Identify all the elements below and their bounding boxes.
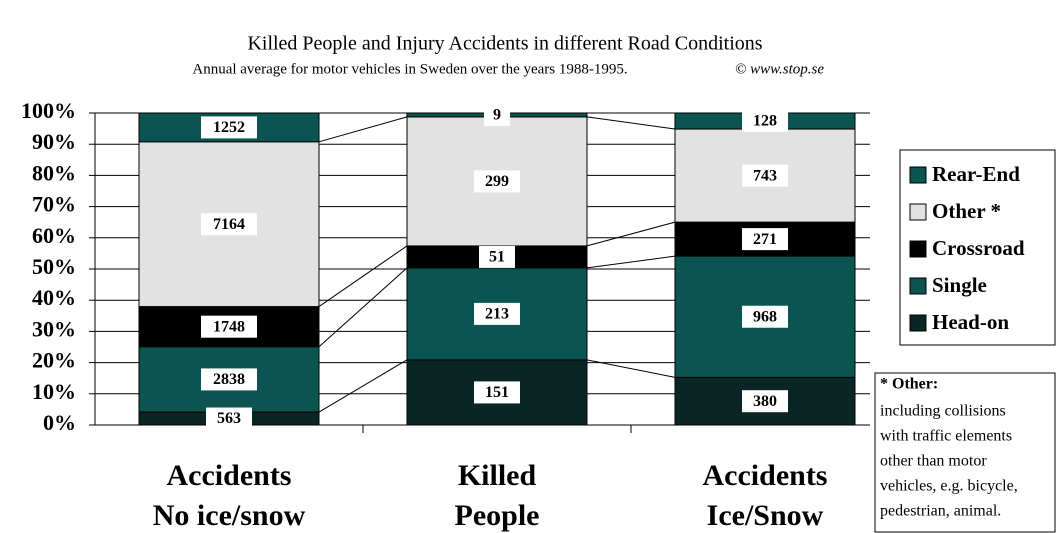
connector-line bbox=[318, 116, 408, 143]
legend-swatch bbox=[909, 203, 927, 221]
y-tick-label: 60% bbox=[32, 223, 76, 248]
y-tick-label: 80% bbox=[32, 160, 76, 185]
data-label-box bbox=[201, 213, 257, 236]
data-label-box bbox=[201, 315, 257, 338]
legend-label: Other * bbox=[932, 199, 1001, 223]
data-label-box bbox=[479, 245, 515, 268]
y-tick-label: 70% bbox=[32, 192, 76, 217]
data-label: 563 bbox=[217, 410, 241, 427]
data-label-box bbox=[484, 103, 510, 126]
chart-title: Killed People and Injury Accidents in di… bbox=[247, 33, 762, 55]
data-label: 213 bbox=[485, 306, 509, 323]
legend-swatch bbox=[909, 166, 927, 184]
data-label-box bbox=[474, 170, 520, 193]
x-tick-label: Ice/Snow bbox=[707, 499, 824, 532]
chart-source: © www.stop.se bbox=[735, 61, 824, 77]
legend-swatch bbox=[909, 277, 927, 295]
connector-line bbox=[586, 359, 676, 378]
legend-label: Crossroad bbox=[932, 236, 1025, 260]
connector-line bbox=[318, 245, 408, 307]
connector-line bbox=[586, 116, 676, 130]
data-label: 271 bbox=[753, 231, 777, 248]
data-label: 1748 bbox=[213, 318, 245, 335]
note-line: pedestrian, animal. bbox=[880, 503, 1001, 520]
data-label-box bbox=[474, 381, 520, 404]
y-tick-label: 10% bbox=[32, 379, 76, 404]
x-tick-label: Killed bbox=[458, 459, 537, 492]
data-label: 299 bbox=[485, 173, 509, 190]
y-tick-label: 90% bbox=[32, 129, 76, 154]
x-tick-label: People bbox=[455, 499, 540, 532]
data-label: 51 bbox=[489, 249, 505, 266]
data-label: 968 bbox=[753, 308, 777, 325]
y-tick-label: 100% bbox=[21, 98, 76, 123]
note-line: with traffic elements bbox=[880, 428, 1012, 445]
data-label-box bbox=[742, 164, 788, 187]
data-label-box bbox=[474, 302, 520, 325]
legend-label: Head-on bbox=[932, 310, 1009, 334]
data-label: 1252 bbox=[213, 119, 245, 136]
data-label: 9 bbox=[493, 107, 501, 124]
data-label: 380 bbox=[753, 393, 777, 410]
data-label: 151 bbox=[485, 384, 509, 401]
data-label-box bbox=[742, 390, 788, 413]
note-line: other than motor bbox=[880, 453, 987, 470]
x-tick-label: No ice/snow bbox=[153, 499, 306, 532]
note-title: * Other: bbox=[880, 376, 938, 393]
y-tick-label: 40% bbox=[32, 285, 76, 310]
y-tick-label: 50% bbox=[32, 254, 76, 279]
note-box bbox=[874, 372, 1056, 533]
connector-line bbox=[318, 267, 408, 348]
note-line: including collisions bbox=[880, 403, 1006, 420]
note-line: vehicles, e.g. bicycle, bbox=[880, 478, 1018, 495]
data-label: 743 bbox=[753, 167, 777, 184]
y-tick-label: 20% bbox=[32, 348, 76, 373]
data-label: 128 bbox=[753, 113, 777, 130]
data-label-box bbox=[201, 368, 257, 391]
x-tick-label: Accidents bbox=[703, 459, 828, 492]
legend-swatch bbox=[909, 314, 927, 332]
data-label-box bbox=[742, 228, 788, 251]
data-label-box bbox=[742, 305, 788, 328]
connector-line bbox=[318, 359, 408, 413]
data-label: 2838 bbox=[213, 371, 245, 388]
connector-line bbox=[586, 221, 676, 247]
data-label: 7164 bbox=[213, 216, 245, 233]
data-label-box bbox=[201, 116, 257, 139]
data-label-box bbox=[206, 407, 252, 430]
legend-label: Single bbox=[932, 273, 987, 297]
y-tick-label: 0% bbox=[43, 410, 76, 435]
chart-subtitle: Annual average for motor vehicles in Swe… bbox=[192, 61, 627, 77]
legend-label: Rear-End bbox=[932, 162, 1020, 186]
x-tick-label: Accidents bbox=[167, 459, 292, 492]
y-tick-label: 30% bbox=[32, 316, 76, 341]
legend-swatch bbox=[909, 240, 927, 258]
data-label-box bbox=[742, 110, 788, 133]
connector-line bbox=[586, 255, 676, 269]
